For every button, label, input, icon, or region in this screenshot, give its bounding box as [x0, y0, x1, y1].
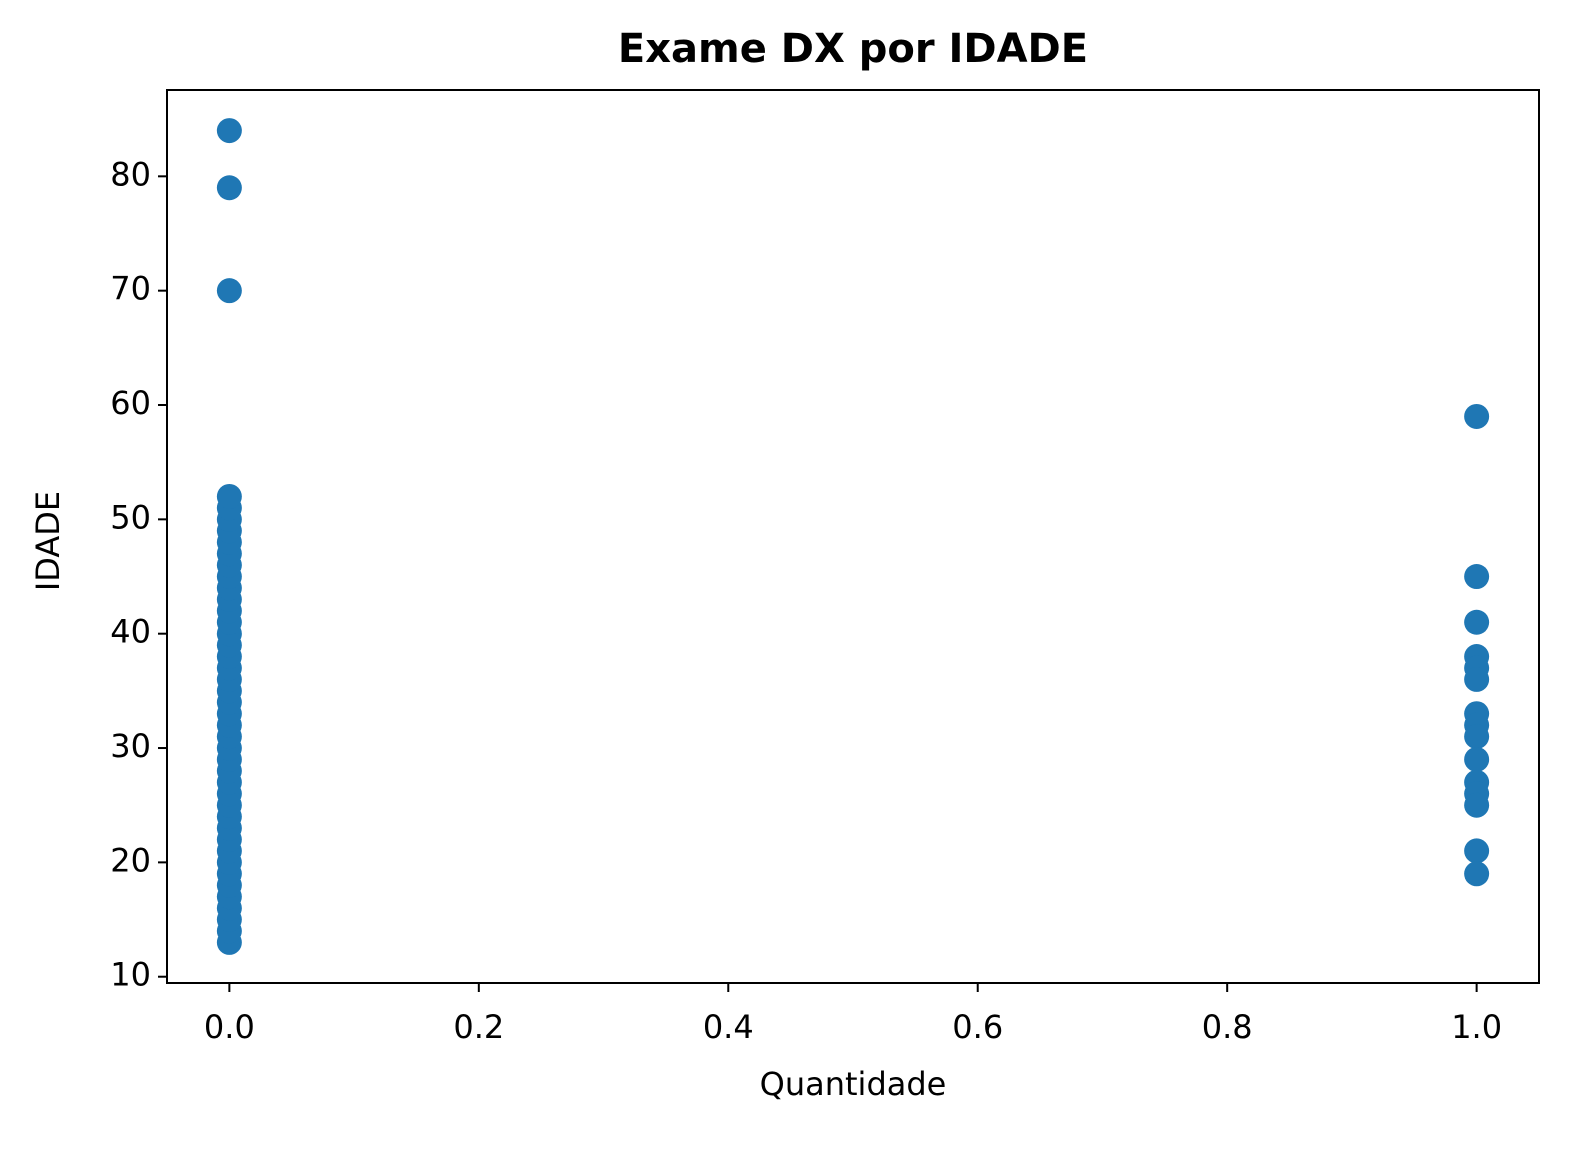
y-tick-label: 30 [110, 727, 151, 765]
y-tick-label: 40 [110, 613, 151, 651]
plot-frame [166, 89, 1540, 984]
x-tick-label: 0.0 [204, 1008, 255, 1046]
point [216, 175, 242, 201]
y-axis-label: IDADE [29, 491, 67, 591]
x-tick-label: 0.6 [952, 1008, 1003, 1046]
y-tick-label: 70 [110, 270, 151, 308]
point [216, 118, 242, 144]
x-tick-label: 1.0 [1451, 1008, 1502, 1046]
point [216, 278, 242, 304]
y-tick-label: 60 [110, 384, 151, 422]
point [1464, 838, 1490, 864]
point [1464, 564, 1490, 590]
x-tick-label: 0.2 [453, 1008, 504, 1046]
point [1464, 792, 1490, 818]
x-tick-label: 0.4 [703, 1008, 754, 1046]
point [216, 483, 242, 509]
y-tick-label: 50 [110, 498, 151, 536]
x-axis-label: Quantidade [760, 1065, 947, 1103]
point [1464, 861, 1490, 887]
y-tick-label: 10 [110, 956, 151, 994]
point [1464, 609, 1490, 635]
point [1464, 746, 1490, 772]
point [1464, 403, 1490, 429]
point [1464, 724, 1490, 750]
y-tick-label: 20 [110, 841, 151, 879]
point [1464, 666, 1490, 692]
chart-title: Exame DX por IDADE [618, 26, 1088, 72]
x-tick-label: 0.8 [1202, 1008, 1253, 1046]
y-tick-label: 80 [110, 155, 151, 193]
